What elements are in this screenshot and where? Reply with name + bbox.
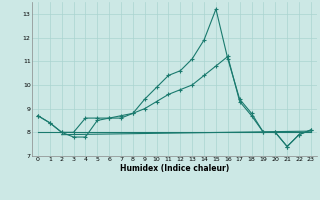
X-axis label: Humidex (Indice chaleur): Humidex (Indice chaleur): [120, 164, 229, 173]
